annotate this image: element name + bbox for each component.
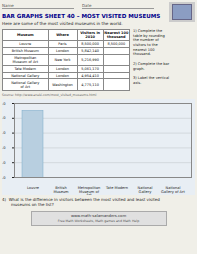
html-text:BAR GRAPHS SHEET 40 – MOST VIS: BAR GRAPHS SHEET 40 – MOST VISITED MUSEU…	[2, 13, 161, 19]
svg-text:4.0: 4.0	[2, 175, 6, 179]
html-text:Visitors in 2010: Visitors in 2010	[80, 31, 101, 40]
svg-text:BritishMuseum: BritishMuseum	[53, 186, 69, 194]
html-text:4,954,410: 4,954,410	[81, 73, 99, 78]
html-text:5,216,990: 5,216,990	[81, 57, 99, 62]
svg-text:8.0: 8.0	[2, 116, 6, 120]
html-text:Nearest 100 thousand: Nearest 100 thousand	[104, 31, 129, 40]
html-text:Free Math Worksheets, Math gam: Free Math Worksheets, Math games and Mat…	[57, 219, 140, 223]
svg-text:6.0: 6.0	[2, 146, 6, 150]
html-text:1) Complete the table by round: 1) Complete the table by rounding the nu…	[133, 29, 165, 57]
html-text:London: London	[56, 73, 69, 78]
svg-text:Tate Modern: Tate Modern	[105, 186, 128, 190]
svg-text:9.0: 9.0	[2, 101, 6, 105]
svg-text:5.0: 5.0	[2, 161, 6, 165]
html-text:Where: Where	[56, 33, 69, 38]
html-text:Source: http://www.aneki.com/m: Source: http://www.aneki.com/most_visite…	[2, 92, 97, 97]
html-text:Washington: Washington	[52, 82, 73, 87]
html-text:5,842,140: 5,842,140	[81, 48, 99, 53]
html-text:National Gallery of Art: National Gallery of Art	[11, 80, 40, 89]
html-text:New York: New York	[54, 57, 71, 62]
html-text:4) What is the difference in v: 4) What is the difference in visitors be…	[2, 196, 160, 208]
svg-text:MetropolitanMuseum ofArt: MetropolitanMuseum ofArt	[78, 186, 101, 195]
html-text:Metropolitan Museum of Art: Metropolitan Museum of Art	[12, 55, 39, 64]
html-text:Date: Date	[82, 3, 92, 8]
html-text:8,500,000: 8,500,000	[81, 42, 99, 46]
svg-text:NationalGallery of Art: NationalGallery of Art	[161, 186, 185, 194]
svg-text:NationalGallery: NationalGallery	[138, 186, 153, 194]
html-text:British Museum: British Museum	[11, 48, 39, 53]
html-text:Tate Modern: Tate Modern	[14, 66, 36, 71]
html-text:4,775,110: 4,775,110	[81, 82, 99, 87]
html-text:London: London	[56, 66, 69, 71]
html-text:Name: Name	[2, 3, 14, 8]
html-text:London: London	[56, 48, 69, 53]
html-text:National Gallery: National Gallery	[11, 73, 40, 78]
html-text:Louvre: Louvre	[19, 42, 32, 46]
html-text:5,061,170: 5,061,170	[81, 66, 99, 71]
svg-text:7.0: 7.0	[2, 131, 6, 135]
html-text:2) Complete the bar graph.: 2) Complete the bar graph.	[133, 62, 170, 71]
html-text:www.math-salamanders.com: www.math-salamanders.com	[70, 213, 127, 218]
html-text:Here are some of the most visi: Here are some of the most visited museum…	[2, 21, 123, 26]
html-text:Museum: Museum	[17, 33, 34, 38]
html-text:Paris: Paris	[58, 42, 67, 46]
html-text:8,500,000: 8,500,000	[107, 42, 126, 46]
svg-text:Louvre: Louvre	[27, 186, 40, 190]
html-text:3) Label the vertical axis.: 3) Label the vertical axis.	[133, 76, 170, 85]
